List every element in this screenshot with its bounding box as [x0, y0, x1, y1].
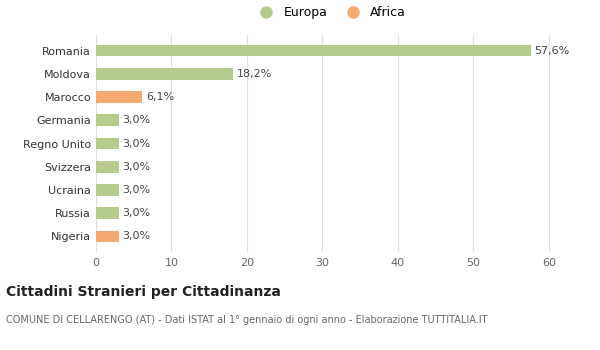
Bar	[96, 68, 233, 80]
Text: 3,0%: 3,0%	[122, 208, 151, 218]
Bar	[96, 207, 119, 219]
Bar	[96, 184, 119, 196]
Bar	[96, 91, 142, 103]
Bar	[96, 161, 119, 173]
Text: 18,2%: 18,2%	[237, 69, 272, 79]
Text: 57,6%: 57,6%	[535, 46, 570, 56]
Text: 6,1%: 6,1%	[146, 92, 174, 102]
Text: COMUNE DI CELLARENGO (AT) - Dati ISTAT al 1° gennaio di ogni anno - Elaborazione: COMUNE DI CELLARENGO (AT) - Dati ISTAT a…	[6, 315, 487, 325]
Bar	[96, 231, 119, 242]
Text: 3,0%: 3,0%	[122, 139, 151, 148]
Legend: Europa, Africa: Europa, Africa	[249, 1, 411, 24]
Text: 3,0%: 3,0%	[122, 115, 151, 125]
Text: 3,0%: 3,0%	[122, 162, 151, 172]
Bar	[96, 45, 531, 56]
Text: 3,0%: 3,0%	[122, 231, 151, 242]
Bar	[96, 114, 119, 126]
Text: Cittadini Stranieri per Cittadinanza: Cittadini Stranieri per Cittadinanza	[6, 285, 281, 299]
Text: 3,0%: 3,0%	[122, 185, 151, 195]
Bar	[96, 138, 119, 149]
